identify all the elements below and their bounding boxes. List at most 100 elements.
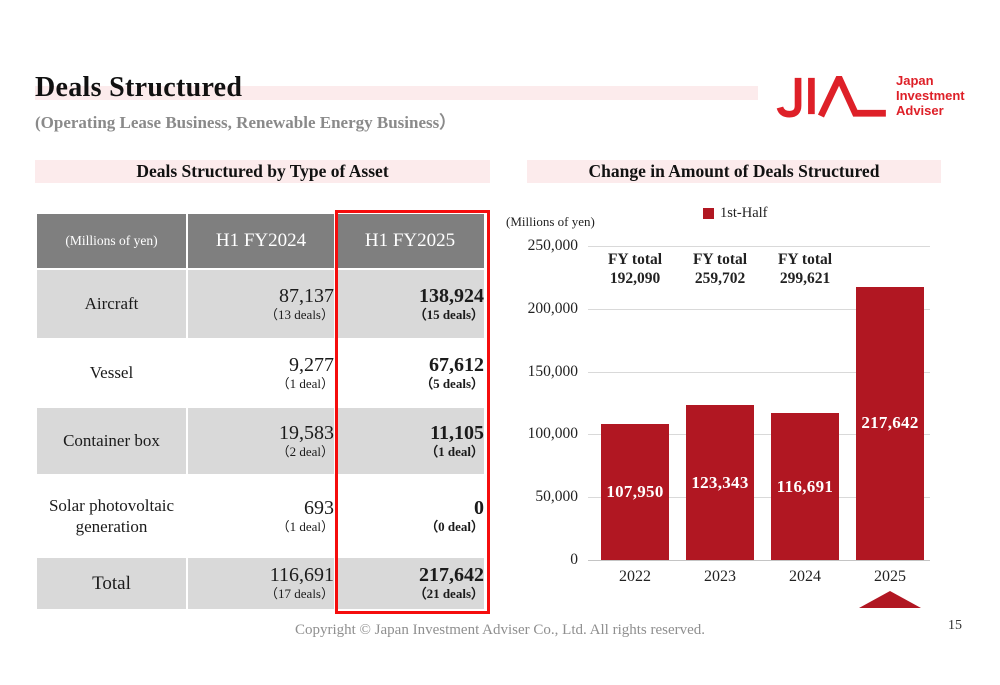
copyright-footer: Copyright © Japan Investment Adviser Co.… bbox=[294, 622, 706, 638]
y-axis-tick-label: 150,000 bbox=[527, 362, 578, 380]
h1fy2024-value-cell: 116,691 （17 deals） bbox=[186, 556, 336, 611]
bar-2025: 217,642 bbox=[856, 286, 924, 560]
asset-name-cell: Solar photovoltaic generation bbox=[35, 474, 188, 558]
y-axis-tick-label: 250,000 bbox=[527, 237, 578, 254]
x-axis-year-label: 2024 bbox=[789, 568, 821, 585]
y-axis-tick-label: 200,000 bbox=[527, 299, 578, 317]
logo-text-line: Investment bbox=[896, 88, 965, 104]
deal-amount: 19,583 bbox=[279, 421, 334, 444]
bar-2022: 107,950 bbox=[601, 424, 669, 560]
fy-total-label: FY total bbox=[777, 251, 833, 268]
x-axis-year-label: 2023 bbox=[704, 568, 736, 585]
company-logo: Japan Investment Adviser bbox=[773, 62, 965, 119]
legend-label: 1st-Half bbox=[720, 205, 768, 221]
deal-count: （2 deal） bbox=[276, 443, 334, 459]
fy-total-label: FY total bbox=[692, 251, 748, 268]
asset-name-cell: Aircraft bbox=[35, 268, 188, 340]
bar-2023: 123,343 bbox=[686, 405, 754, 560]
h1fy2024-value-cell: 9,277 （1 deal） bbox=[186, 338, 336, 408]
h1fy2025-value-cell: 217,642 （21 deals） bbox=[334, 556, 486, 611]
fy-total-value: 299,621 bbox=[779, 270, 831, 287]
deal-amount: 116,691 bbox=[269, 564, 334, 587]
deal-count: （1 deal） bbox=[276, 518, 334, 534]
fy-total-value: 192,090 bbox=[609, 270, 661, 287]
bar-2024: 116,691 bbox=[771, 413, 839, 560]
table-section-heading: Deals Structured by Type of Asset bbox=[35, 160, 490, 183]
y-axis-tick-label: 50,000 bbox=[535, 488, 578, 506]
x-axis-year-label: 2022 bbox=[619, 568, 651, 585]
asset-name-cell: Container box bbox=[35, 406, 188, 476]
deal-count: （5 deals） bbox=[420, 375, 484, 391]
fy-total-value: 259,702 bbox=[694, 270, 746, 287]
y-axis-tick-label: 100,000 bbox=[527, 425, 578, 443]
title-highlight-band bbox=[35, 86, 758, 100]
table-column-header-h1fy2024: H1 FY2024 bbox=[186, 212, 336, 270]
table-unit-header: (Millions of yen) bbox=[35, 212, 188, 270]
gridline bbox=[588, 560, 930, 561]
bar-value-label: 116,691 bbox=[776, 476, 834, 496]
h1fy2025-value-cell: 0 （0 deal） bbox=[334, 474, 486, 558]
deal-amount: 0 bbox=[474, 496, 484, 519]
deal-count: （21 deals） bbox=[413, 586, 484, 602]
logo-text-line: Adviser bbox=[896, 103, 944, 119]
deal-amount: 138,924 bbox=[419, 284, 484, 307]
page-subtitle: (Operating Lease Business, Renewable Ene… bbox=[35, 113, 457, 132]
chart-legend: 1st-Half bbox=[703, 205, 768, 222]
bar-value-label: 107,950 bbox=[606, 482, 664, 502]
fy-total-annotation: FY total 192,090 bbox=[585, 250, 685, 288]
deal-amount: 11,105 bbox=[430, 421, 484, 444]
table-column-header-h1fy2025: H1 FY2025 bbox=[334, 212, 486, 270]
h1fy2025-value-cell: 67,612 （5 deals） bbox=[334, 338, 486, 408]
logo-letter-j bbox=[776, 77, 802, 118]
table-row: Solar photovoltaic generation 693 （1 deal）… bbox=[35, 474, 486, 558]
gridline bbox=[588, 308, 930, 310]
deals-by-asset-table: (Millions of yen) H1 FY2024 H1 FY2025 Airc… bbox=[35, 212, 486, 611]
deal-count: （1 deal） bbox=[276, 375, 334, 391]
page-number: 15 bbox=[948, 618, 962, 633]
deal-count: （1 deal） bbox=[425, 443, 484, 459]
plot-area: 107,950 123,343 116,691 217,642 FY total 192,… bbox=[585, 246, 930, 561]
gridline bbox=[588, 246, 930, 247]
asset-name-cell: Vessel bbox=[35, 338, 188, 408]
deal-amount: 693 bbox=[304, 496, 334, 519]
gridline bbox=[588, 371, 930, 373]
h1fy2024-value-cell: 87,137 （13 deals） bbox=[186, 268, 336, 340]
deal-count: （0 deal） bbox=[425, 518, 484, 534]
deal-amount: 217,642 bbox=[419, 564, 484, 587]
gridline bbox=[588, 497, 930, 499]
h1fy2025-value-cell: 11,105 （1 deal） bbox=[334, 406, 486, 476]
deals-bar-chart: (Millions of yen) 1st-Half 107,950 123,34… bbox=[505, 200, 985, 630]
bar-value-label: 217,642 bbox=[861, 413, 919, 433]
table-row: Container box 19,583 （2 deal） 11,105 （1 deal… bbox=[35, 406, 486, 476]
fy-total-annotation: FY total 259,702 bbox=[670, 250, 770, 288]
x-axis-year-label: 2025 bbox=[874, 568, 906, 585]
chart-section-heading: Change in Amount of Deals Structured bbox=[527, 160, 941, 183]
table-row: Total 116,691 （17 deals） 217,642 （21 deals） bbox=[35, 556, 486, 611]
logo-text-line: Japan bbox=[896, 73, 934, 88]
fy-total-label: FY total bbox=[607, 251, 663, 268]
year-2025-marker-triangle-icon bbox=[859, 591, 921, 608]
legend-swatch-icon bbox=[703, 208, 714, 219]
deal-count: （15 deals） bbox=[413, 306, 484, 322]
y-axis-tick-label: 0 bbox=[570, 551, 578, 568]
h1fy2024-value-cell: 693 （1 deal） bbox=[186, 474, 336, 558]
deal-amount: 67,612 bbox=[429, 353, 484, 376]
logo-wordmark: Japan Investment Adviser bbox=[896, 62, 965, 119]
jia-logo-icon bbox=[776, 76, 886, 118]
bar-value-label: 123,343 bbox=[691, 472, 749, 492]
logo-letter-a-with-line bbox=[817, 76, 886, 118]
table-header-row: (Millions of yen) H1 FY2024 H1 FY2025 bbox=[35, 212, 486, 270]
deal-amount: 9,277 bbox=[289, 353, 334, 376]
chart-unit-label: (Millions of yen) bbox=[506, 214, 595, 229]
h1fy2025-value-cell: 138,924 （15 deals） bbox=[334, 268, 486, 340]
deal-amount: 87,137 bbox=[279, 284, 334, 307]
table-row: Aircraft 87,137 （13 deals） 138,924 （15 deals… bbox=[35, 268, 486, 340]
page-title: Deals Structured bbox=[35, 72, 243, 103]
table-row: Vessel 9,277 （1 deal） 67,612 （5 deals） bbox=[35, 338, 486, 408]
asset-name-cell: Total bbox=[35, 556, 188, 611]
deal-count: （13 deals） bbox=[265, 306, 334, 322]
fy-total-annotation: FY total 299,621 bbox=[755, 250, 855, 288]
gridline bbox=[588, 434, 930, 436]
deal-count: （17 deals） bbox=[265, 586, 334, 602]
